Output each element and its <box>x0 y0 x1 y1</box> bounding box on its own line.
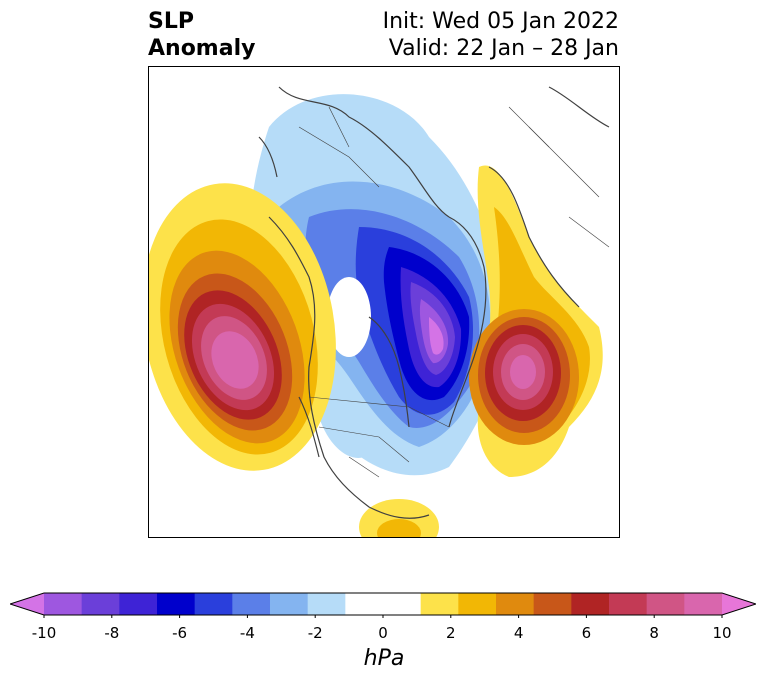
border-line <box>568 216 610 248</box>
colorbar-bin <box>496 593 535 615</box>
border-line <box>298 126 380 188</box>
border-line <box>328 106 350 148</box>
slp-anomaly-map <box>148 66 620 538</box>
colorbar-bin <box>571 593 610 615</box>
colorbar-extend-low <box>10 593 44 615</box>
colorbar-bin <box>81 593 120 615</box>
colorbar-unit-label: hPa <box>363 646 405 671</box>
colorbar-bin <box>383 593 422 615</box>
coastline <box>548 86 610 128</box>
colorbar-tick-label: -2 <box>307 624 323 642</box>
coastline <box>488 166 580 308</box>
colorbar-tick-marks <box>43 615 723 618</box>
coastline <box>298 396 320 458</box>
anomaly-contour <box>510 355 536 389</box>
coastline <box>278 86 450 218</box>
positive-anomaly-south <box>359 499 439 537</box>
title-line-2: Anomaly <box>148 36 256 61</box>
colorbar-bin <box>119 593 158 615</box>
forecast-dates: Init: Wed 05 Jan 2022 Valid: 22 Jan – 28… <box>383 8 619 62</box>
colorbar-tick-label: 10 <box>712 624 732 642</box>
coastline <box>368 316 410 428</box>
colorbar-tick-label: -6 <box>172 624 188 642</box>
init-date: Init: Wed 05 Jan 2022 <box>382 9 619 34</box>
colorbar-tick-label: 2 <box>446 624 456 642</box>
coastline <box>448 216 487 428</box>
colorbar-bin <box>646 593 685 615</box>
colorbar-extend-high <box>722 593 756 615</box>
border-line <box>308 396 450 428</box>
colorbar-tick-label: 4 <box>513 624 524 642</box>
colorbar-bin <box>345 593 384 615</box>
colorbar-bin <box>420 593 459 615</box>
map-canvas <box>149 86 610 537</box>
colorbar-outline <box>10 592 756 616</box>
positive-anomaly-atlantic <box>469 165 603 477</box>
anomaly-contour <box>377 519 421 537</box>
colorbar-bin <box>533 593 572 615</box>
borders <box>298 106 610 478</box>
anomaly-contour <box>327 277 371 357</box>
colorbar-bin <box>232 593 271 615</box>
colorbar-tick-label: 0 <box>378 624 388 642</box>
colorbar-bin <box>270 593 309 615</box>
valid-range: Valid: 22 Jan – 28 Jan <box>388 36 619 61</box>
colorbar-bin <box>458 593 497 615</box>
colorbar-bin <box>44 593 83 615</box>
map-title: SLP Anomaly <box>148 8 255 62</box>
coastline <box>258 136 278 178</box>
colorbar-tick-label: -8 <box>104 624 120 642</box>
colorbar-tick-label: 6 <box>581 624 592 642</box>
anomaly-contour <box>429 317 444 355</box>
coastline <box>268 216 430 519</box>
anomaly-contour <box>211 331 259 389</box>
title-line-1: SLP <box>148 9 194 34</box>
colorbar <box>10 592 756 618</box>
colorbar-bin <box>307 593 346 615</box>
colorbar-bin <box>684 593 723 615</box>
border-line <box>508 106 550 148</box>
colorbar-bin <box>194 593 233 615</box>
colorbar-tick-label: 8 <box>649 624 659 642</box>
colorbar-tick-label: -4 <box>239 624 255 642</box>
colorbar-bins <box>10 593 756 615</box>
coastlines <box>258 86 610 519</box>
border-line <box>318 426 410 463</box>
border-line <box>348 456 380 478</box>
colorbar-tick-label: -10 <box>31 624 57 642</box>
colorbar-bin <box>157 593 196 615</box>
colorbar-bin <box>609 593 648 615</box>
positive-anomaly-pacific <box>149 183 336 471</box>
